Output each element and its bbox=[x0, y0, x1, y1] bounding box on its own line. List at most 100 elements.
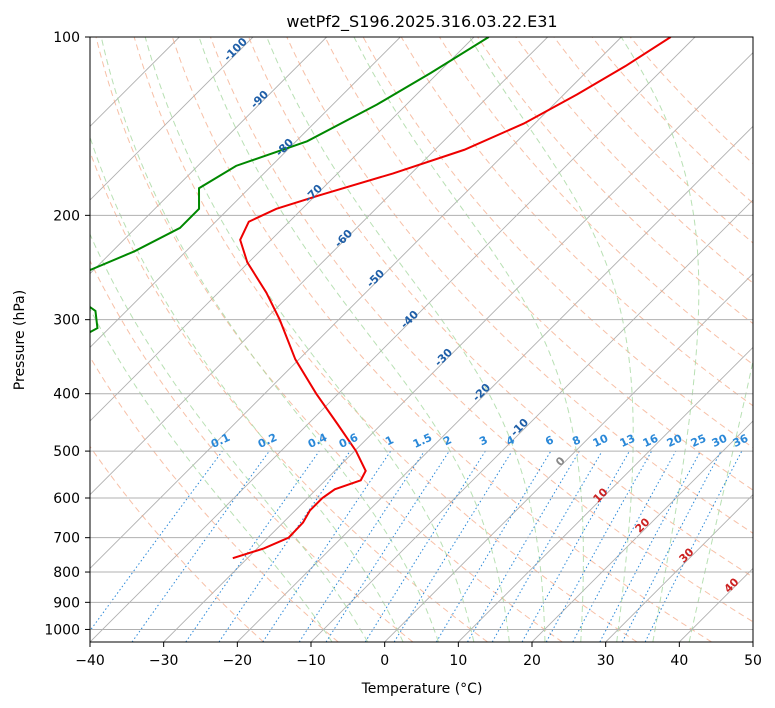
profile-lines bbox=[90, 37, 672, 560]
mixing-ratio-line bbox=[90, 450, 223, 632]
isotherm-line bbox=[163, 52, 753, 642]
x-tick-label: 50 bbox=[744, 653, 762, 669]
y-tick-label: 1000 bbox=[44, 622, 80, 638]
moist-adiabat-line bbox=[90, 233, 369, 642]
mixing-ratio-label: 0.1 bbox=[209, 431, 232, 451]
mixing-ratio-label: 13 bbox=[618, 432, 637, 450]
isotherm-line bbox=[237, 125, 753, 642]
mixing-ratio-line bbox=[298, 450, 425, 642]
x-tick-label: 20 bbox=[523, 653, 541, 669]
dry-adiabat-line bbox=[324, 37, 753, 491]
mixing-ratio-line bbox=[572, 450, 677, 642]
isotherm-line bbox=[90, 37, 475, 422]
isotherm-line bbox=[458, 346, 753, 642]
mixing-ratio-label: 2 bbox=[441, 433, 453, 448]
y-tick-label: 900 bbox=[53, 595, 80, 611]
temperature-profile-line bbox=[232, 37, 672, 560]
line-labels: -100-90-80-70-60-50-40-30-20-100.1 0.2 0.4… bbox=[209, 35, 751, 596]
moist-adiabat-line bbox=[266, 37, 546, 642]
mixing-ratio-label: 36 bbox=[731, 432, 751, 450]
moist-adiabat-label: -100 bbox=[221, 35, 250, 64]
dry-adiabat-line bbox=[248, 37, 753, 578]
theta-w-label: 30 bbox=[677, 545, 697, 565]
moist-adiabat-label: -80 bbox=[273, 136, 296, 159]
moist-adiabat-line bbox=[688, 358, 753, 642]
mixing-ratio-label: 0.6 bbox=[337, 431, 360, 451]
dry-adiabat-line bbox=[95, 37, 563, 642]
mixing-ratio-label: 6 bbox=[543, 433, 556, 448]
mixing-ratio-line bbox=[131, 450, 270, 642]
dewpoint-profile-line bbox=[90, 37, 490, 334]
moist-adiabat-line bbox=[100, 37, 439, 642]
mixing-ratio-label: 30 bbox=[710, 432, 730, 450]
dry-adiabat-line bbox=[90, 445, 264, 642]
moist-adiabat-line bbox=[90, 308, 333, 642]
y-tick-label: 500 bbox=[53, 444, 80, 460]
isotherm-line bbox=[531, 420, 753, 642]
y-tick-label: 700 bbox=[53, 531, 80, 547]
mixing-ratio-line bbox=[393, 450, 513, 642]
moist-adiabat-label: -40 bbox=[398, 308, 421, 331]
mixing-ratio-label: 16 bbox=[641, 432, 661, 450]
moist-adiabat-label: -90 bbox=[248, 88, 271, 111]
moist-adiabat-line bbox=[469, 37, 634, 642]
moist-adiabat-label: -30 bbox=[432, 346, 455, 369]
isotherm-line bbox=[310, 199, 753, 642]
dry-adiabat-line bbox=[553, 37, 753, 244]
mixing-ratio-line bbox=[364, 450, 486, 642]
theta-w-label: 10 bbox=[591, 485, 611, 505]
dry-adiabat-line bbox=[90, 356, 339, 642]
x-tick-label: −30 bbox=[149, 653, 179, 669]
mixing-ratio-line bbox=[262, 450, 392, 642]
axes: −40 −30 −20 −10 0 10 20 30 40 5010020030040050060… bbox=[44, 30, 762, 669]
y-tick-label: 100 bbox=[53, 30, 80, 46]
isotherm-line bbox=[90, 37, 696, 642]
mixing-ratio-label: 25 bbox=[689, 432, 708, 450]
mixing-ratio-line bbox=[545, 450, 653, 642]
mixing-ratio-label: 1 bbox=[383, 433, 395, 448]
mixing-ratio-line bbox=[521, 450, 630, 642]
x-tick-label: 40 bbox=[670, 653, 688, 669]
moist-adiabat-label: -50 bbox=[364, 267, 387, 290]
dry-adiabat-line bbox=[210, 37, 753, 623]
theta-w-label: 20 bbox=[633, 515, 653, 535]
dry-adiabat-line bbox=[515, 37, 753, 284]
dry-adiabat-line bbox=[90, 259, 414, 642]
x-tick-label: 10 bbox=[449, 653, 467, 669]
y-tick-label: 600 bbox=[53, 491, 80, 507]
mixing-ratio-line bbox=[435, 450, 552, 642]
mixing-ratio-line bbox=[325, 450, 450, 642]
mixing-ratio-label: 20 bbox=[665, 432, 685, 450]
x-tick-label: 0 bbox=[380, 653, 389, 669]
mixing-ratio-line bbox=[644, 450, 743, 642]
y-tick-label: 800 bbox=[53, 565, 80, 581]
isotherm-line bbox=[752, 641, 753, 642]
mixing-ratio-label: 10 bbox=[591, 432, 611, 450]
y-tick-label: 400 bbox=[53, 387, 80, 403]
mixing-ratio-label: 1.5 bbox=[411, 431, 434, 451]
moist-adiabat-label: -70 bbox=[302, 182, 325, 205]
x-tick-label: −40 bbox=[75, 653, 105, 669]
isotherm-line bbox=[90, 37, 548, 496]
mixing-ratio-label: 0.4 bbox=[306, 431, 329, 451]
plot-frame bbox=[89, 36, 754, 643]
dry-adiabat-line bbox=[286, 37, 753, 534]
moist-adiabat-line bbox=[90, 135, 404, 642]
theta-w-label: 40 bbox=[722, 575, 742, 595]
isotherm-line bbox=[90, 37, 622, 569]
isotherm-line bbox=[679, 567, 753, 642]
isotherm-line bbox=[90, 37, 327, 275]
isotherm-line bbox=[384, 273, 753, 642]
mixing-ratio-line bbox=[218, 450, 351, 642]
y-tick-label: 200 bbox=[53, 208, 80, 224]
y-tick-label: 300 bbox=[53, 313, 80, 329]
x-tick-label: 30 bbox=[597, 653, 615, 669]
moist-adiabat-line bbox=[620, 37, 700, 642]
moist-adiabat-line bbox=[198, 37, 510, 642]
x-tick-label: −20 bbox=[223, 653, 253, 669]
moist-adiabat-label: -20 bbox=[470, 381, 493, 404]
moist-adiabat-label: -60 bbox=[332, 227, 355, 250]
isotherm-line bbox=[90, 37, 401, 348]
chart-title: wetPf2_S196.2025.316.03.22.E31 bbox=[286, 12, 557, 32]
